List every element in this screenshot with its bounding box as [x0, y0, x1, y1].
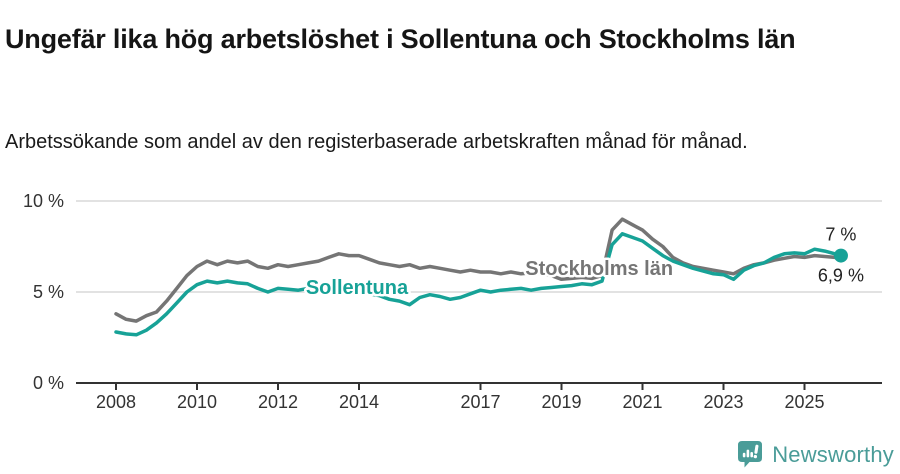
newsworthy-logo-icon [738, 441, 763, 468]
line-stockholms-l-n [114, 217, 843, 323]
end-dot [833, 248, 848, 263]
newsworthy-logo-text: Newsworthy [772, 441, 894, 467]
chart-title: Ungefär lika hög arbetslöshet i Sollentu… [5, 24, 796, 55]
x-tick-label: 2019 [541, 392, 581, 412]
x-tick-label: 2017 [460, 392, 500, 412]
newsworthy-logo[interactable]: Newsworthy [735, 439, 894, 470]
x-tick-label: 2012 [258, 392, 298, 412]
x-tick-label: 2023 [703, 392, 743, 412]
end-value-label: 7 % [825, 225, 856, 245]
x-tick-label: 2008 [96, 392, 136, 412]
series-label: Sollentuna [306, 277, 409, 299]
series-label: Stockholms län [525, 258, 673, 280]
x-tick-label: 2025 [784, 392, 824, 412]
x-tick-label: 2021 [622, 392, 662, 412]
x-tick-label: 2014 [339, 392, 379, 412]
y-tick-label: 0 % [33, 373, 64, 393]
unemployment-line-chart: 0 % 5 % 10 % Sollentuna Stockholms län 7 % 6,9… [23, 191, 882, 412]
y-tick-label: 10 % [23, 191, 64, 211]
y-tick-label: 5 % [33, 282, 64, 302]
end-value-label: 6,9 % [818, 265, 864, 285]
chart-subtitle: Arbetssökande som andel av den registerb… [5, 131, 748, 153]
line-sollentuna [114, 232, 843, 337]
x-tick-label: 2010 [177, 392, 217, 412]
